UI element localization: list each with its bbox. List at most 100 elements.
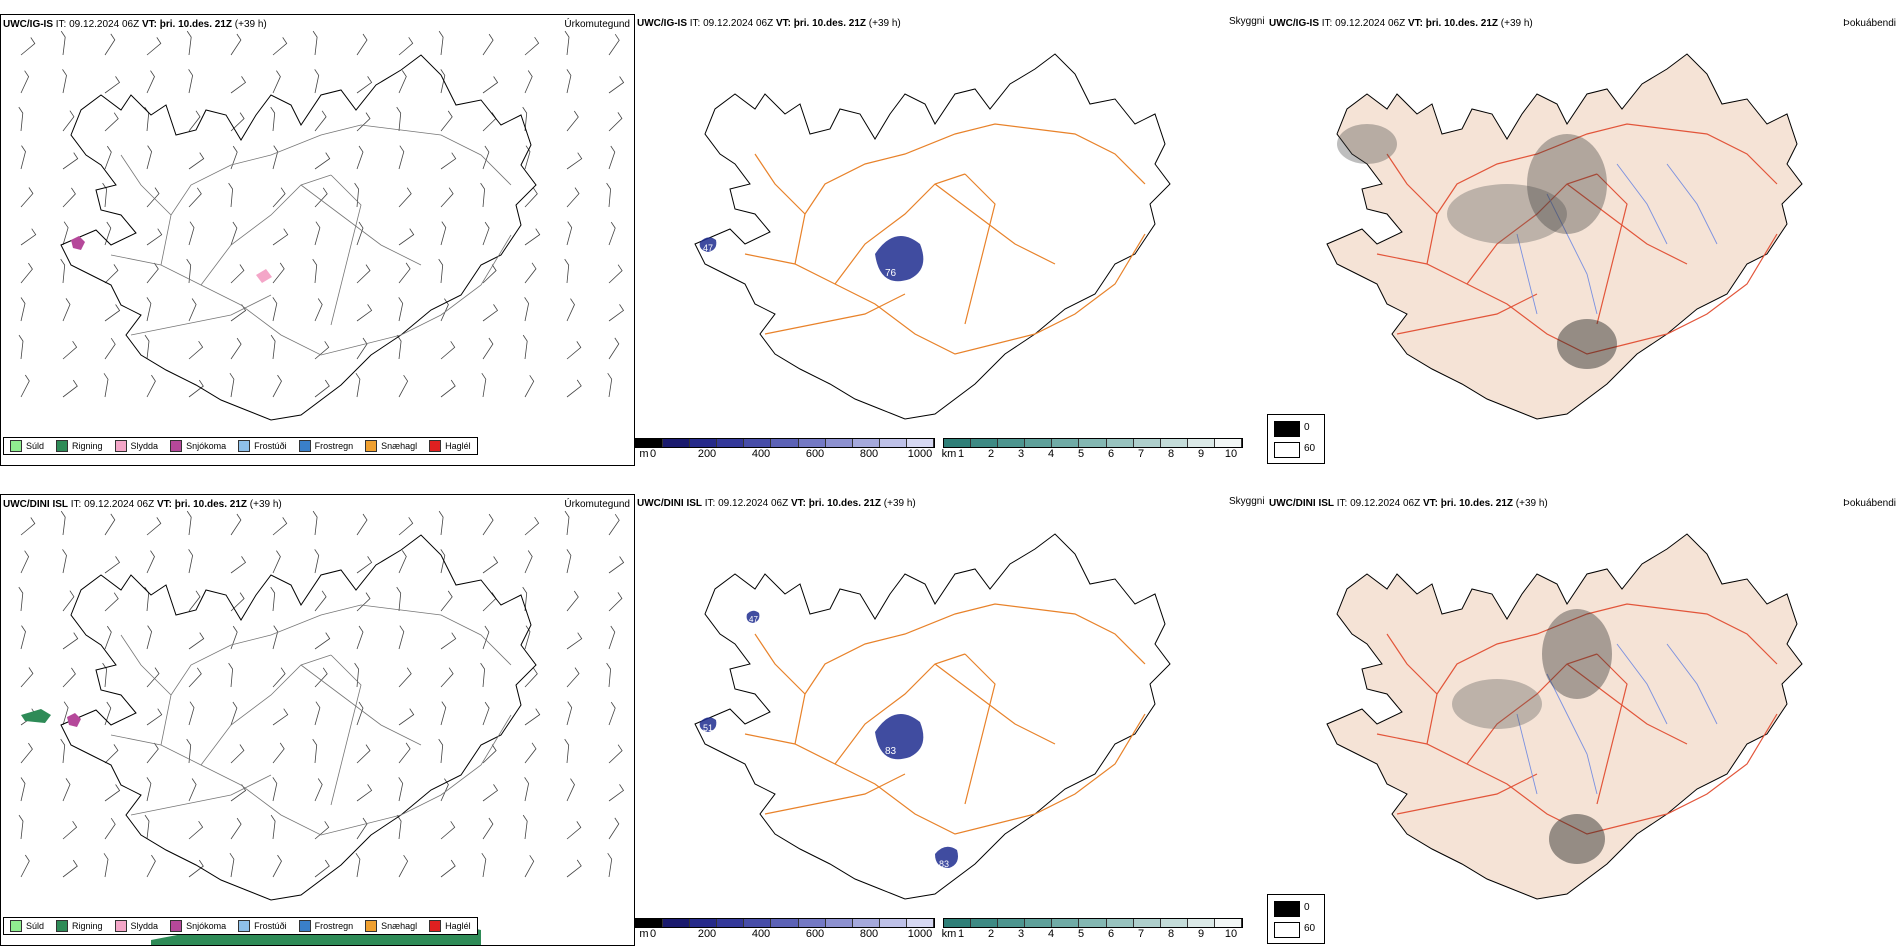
road-line — [1596, 173, 1628, 325]
wind-barb — [186, 738, 192, 764]
wind-barb — [440, 859, 456, 878]
wind-barb — [356, 625, 364, 650]
wind-barb — [524, 228, 541, 246]
wind-barb — [355, 372, 361, 398]
wind-barb — [314, 379, 330, 398]
wind-barb — [440, 667, 454, 688]
road-line — [1566, 183, 1688, 265]
wind-barb — [398, 228, 415, 246]
wind-barb — [146, 517, 162, 536]
wind-barb — [440, 778, 449, 802]
height-cell — [636, 439, 664, 447]
hail-swatch — [429, 920, 442, 932]
wind-barb — [608, 744, 623, 764]
wind-barb — [396, 586, 402, 612]
wind-barb — [312, 30, 318, 56]
wind-barb — [312, 738, 318, 764]
wind-barb — [188, 340, 204, 360]
wind-barb — [396, 814, 402, 840]
iceland-outline — [60, 54, 537, 421]
snow-swatch — [170, 920, 183, 932]
wind-barb — [230, 817, 242, 840]
wind-barb — [62, 778, 71, 802]
wind-barb — [356, 264, 371, 284]
wind-barb — [608, 625, 616, 650]
wind-barb — [62, 667, 76, 688]
wind-barb — [103, 853, 109, 878]
wind-barb — [440, 221, 447, 246]
wind-barb — [104, 112, 119, 132]
panel-title: Þokuábendi — [1843, 498, 1896, 509]
wind-barb — [20, 37, 36, 56]
vis-tick: 9 — [1197, 928, 1205, 940]
vis-cell — [1133, 439, 1161, 447]
wind-barb — [62, 701, 69, 726]
wind-barb — [438, 258, 444, 284]
wind-barb — [482, 112, 497, 132]
wind-barb — [20, 742, 33, 764]
wind-barb — [20, 374, 30, 398]
rivers — [1516, 643, 1718, 795]
wind-barb — [312, 258, 318, 284]
wind-barb — [188, 632, 205, 650]
vis-cell — [1079, 439, 1107, 447]
wind-barb — [356, 744, 371, 764]
wind-barb — [146, 742, 159, 764]
wind-barb — [62, 221, 69, 246]
wind-barb — [272, 777, 278, 802]
wind-barb — [482, 592, 497, 612]
wind-barb — [481, 372, 487, 398]
wind-barb — [398, 625, 405, 650]
wind-barb — [482, 304, 499, 322]
wind-barb — [396, 106, 402, 132]
fog-patch — [1337, 124, 1397, 164]
wind-barb — [398, 187, 412, 208]
wind-barb — [524, 708, 541, 726]
vis-tick: 7 — [1137, 928, 1145, 940]
cloud-label: 83 — [939, 859, 949, 869]
wind-barb — [566, 152, 583, 170]
roads — [744, 123, 1146, 355]
hail-swatch — [429, 440, 442, 452]
wind-barb — [440, 341, 456, 360]
sleet-swatch — [114, 440, 127, 452]
wind-barb — [104, 513, 116, 536]
wind-barb — [314, 549, 320, 574]
legend-rain: Rigning — [56, 920, 103, 932]
wind-barb — [146, 262, 159, 284]
wind-barb — [18, 334, 24, 360]
road-line — [744, 713, 1146, 835]
wind-barb — [146, 777, 152, 802]
wind-barb — [524, 297, 530, 322]
wind-barb — [146, 708, 163, 726]
wind-barb — [524, 70, 533, 94]
wind-barb — [20, 625, 26, 650]
wind-barb — [482, 556, 499, 574]
wind-barb — [104, 556, 121, 574]
wind-barb — [566, 667, 580, 688]
road-line — [1386, 153, 1438, 215]
wind-barb — [230, 33, 242, 56]
wind-barb — [312, 510, 318, 536]
height-cell — [690, 919, 718, 927]
wind-barb — [188, 187, 202, 208]
precip-map — [18, 30, 625, 421]
wind-barb — [482, 784, 499, 802]
road-line — [120, 154, 172, 216]
wind-barb — [608, 337, 620, 360]
vis-cell — [1052, 919, 1080, 927]
visibility-ticks: km 1 2 3 4 5 6 7 8 9 10 — [942, 928, 1243, 942]
fog-patch — [1549, 814, 1605, 864]
wind-barb — [356, 112, 371, 132]
panel-header: UWC/DINI ISL IT: 09.12.2024 06Z VT: þri.… — [637, 498, 916, 509]
height-cell — [771, 919, 799, 927]
wind-barb — [608, 112, 623, 132]
vis-cell — [1079, 919, 1107, 927]
height-cell — [744, 919, 772, 927]
west-cloud — [699, 237, 717, 252]
wind-barb — [62, 110, 75, 132]
wind-barb — [566, 341, 582, 360]
wind-barb — [398, 742, 411, 764]
wind-barb — [230, 337, 242, 360]
wind-barb — [146, 70, 155, 94]
